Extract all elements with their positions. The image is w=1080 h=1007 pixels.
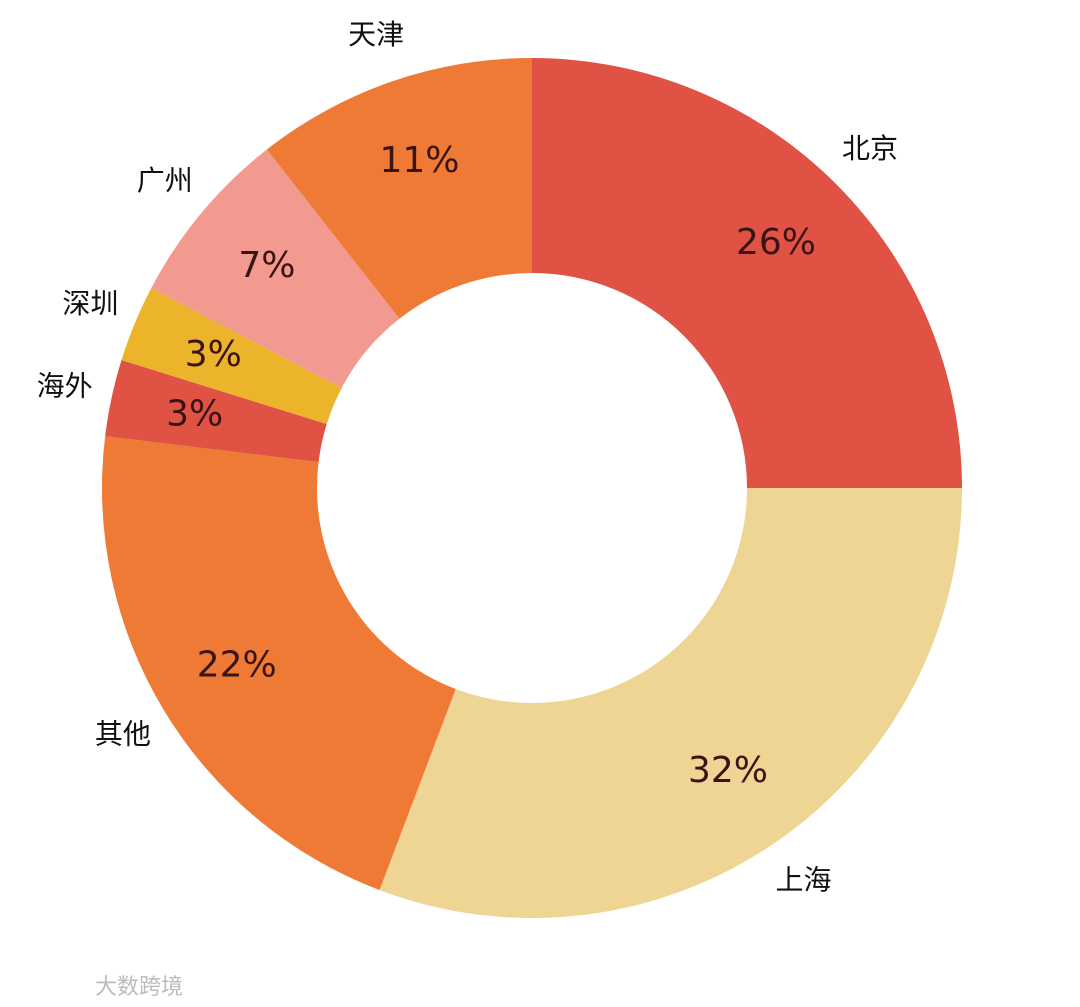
category-label: 广州 [137,164,193,197]
slice [102,436,456,891]
value-label: 3% [166,394,223,435]
slice [151,149,400,389]
value-label: 22% [197,644,277,685]
category-label: 北京 [842,132,898,165]
value-label: 11% [379,140,459,181]
slice [379,488,962,918]
category-label: 海外 [37,370,93,403]
category-label: 天津 [348,18,404,51]
category-label: 其他 [95,717,151,750]
slice [121,288,342,425]
category-label: 上海 [776,863,832,896]
category-label: 深圳 [62,287,118,320]
slice [105,360,327,463]
watermark: 大数跨境 [95,975,183,1000]
value-label: 3% [185,334,242,375]
value-label: 26% [736,222,816,263]
value-label: 7% [238,245,295,286]
slice [532,58,962,488]
slice [266,57,532,319]
value-label: 32% [688,750,768,791]
